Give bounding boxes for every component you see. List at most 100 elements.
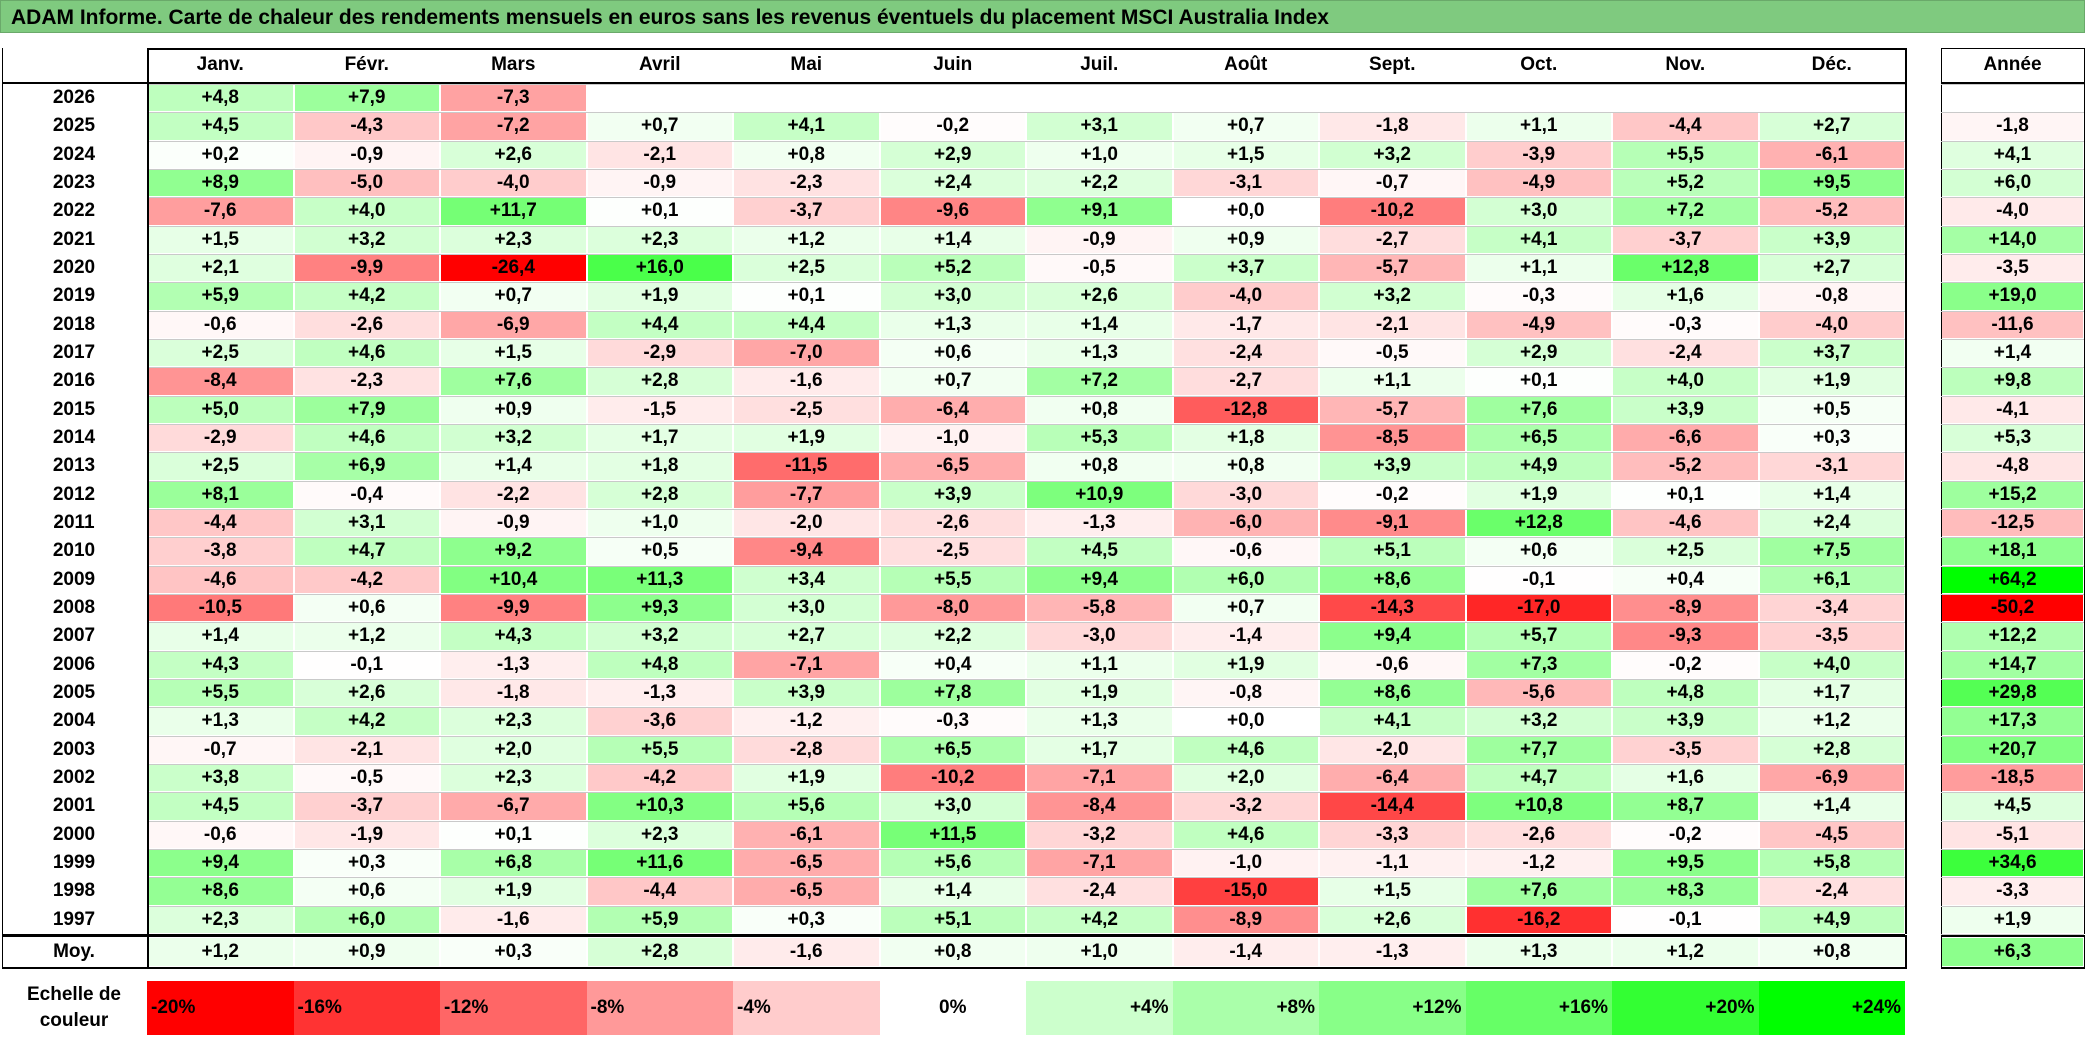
heatmap-cell: +5,9 xyxy=(587,906,732,933)
heatmap-cell: +4,7 xyxy=(294,538,439,565)
heatmap-cell: -3,5 xyxy=(1759,623,1904,650)
annual-cell: -4,8 xyxy=(1942,453,2083,480)
heatmap-cell: +2,6 xyxy=(1027,283,1172,310)
heatmap-cell: +3,7 xyxy=(1173,254,1318,282)
heatmap-cell: +0,1 xyxy=(1613,481,1758,508)
heatmap-cell: +2,3 xyxy=(441,226,586,253)
row-gridline xyxy=(147,565,1905,567)
table-border xyxy=(2,933,1905,936)
heatmap-cell: +0,0 xyxy=(1173,198,1318,225)
heatmap-cell: +9,4 xyxy=(148,849,293,877)
heatmap-cell: -3,9 xyxy=(1466,141,1611,168)
heatmap-cell: +3,1 xyxy=(294,509,439,537)
row-gridline xyxy=(147,707,1905,709)
heatmap-cell: -6,9 xyxy=(1759,764,1904,792)
heatmap-cell: -9,4 xyxy=(734,538,879,565)
annual-cell: +29,8 xyxy=(1942,679,2083,707)
heatmap-cell: +3,2 xyxy=(1466,708,1611,735)
heatmap-cell: -2,7 xyxy=(1320,226,1465,253)
heatmap-cell: -3,6 xyxy=(587,708,732,735)
annual-cell: -11,6 xyxy=(1942,311,2083,338)
heatmap-cell: +1,1 xyxy=(1466,113,1611,140)
heatmap-cell: -6,9 xyxy=(441,311,586,338)
heatmap-cell: -4,6 xyxy=(1613,509,1758,537)
heatmap-cell: +4,5 xyxy=(148,113,293,140)
heatmap-cell: +2,0 xyxy=(441,736,586,763)
heatmap-cell: +9,2 xyxy=(441,538,586,565)
year-label: 2018 xyxy=(52,313,96,335)
year-label: 2004 xyxy=(52,710,96,732)
heatmap-cell: +0,6 xyxy=(294,594,439,622)
heatmap-cell: +2,6 xyxy=(441,141,586,168)
row-gridline xyxy=(147,282,1905,284)
heatmap-cell: -4,4 xyxy=(587,878,732,905)
year-label: 2024 xyxy=(52,143,96,165)
heatmap-cell: +1,2 xyxy=(294,623,439,650)
heatmap-cell: +6,5 xyxy=(880,736,1025,763)
heatmap-cell: +4,0 xyxy=(1759,651,1904,678)
heatmap-cell: -2,1 xyxy=(587,141,732,168)
heatmap-cell: -3,2 xyxy=(1173,793,1318,820)
heatmap-cell: +4,8 xyxy=(587,651,732,678)
heatmap-cell: +9,5 xyxy=(1613,849,1758,877)
table-border xyxy=(1941,48,2084,49)
heatmap-cell: +4,4 xyxy=(734,311,879,338)
heatmap-cell: +4,2 xyxy=(294,708,439,735)
row-gridline xyxy=(1941,877,2084,879)
heatmap-cell: +16,0 xyxy=(587,254,732,282)
heatmap-cell: -3,4 xyxy=(1759,594,1904,622)
heatmap-cell: +3,9 xyxy=(1759,226,1904,253)
heatmap-cell: +4,0 xyxy=(1613,368,1758,395)
annual-cell: +18,1 xyxy=(1942,538,2083,565)
average-cell: -1,6 xyxy=(734,938,879,966)
row-gridline xyxy=(147,253,1905,255)
row-gridline xyxy=(147,367,1905,369)
heatmap-cell: +0,1 xyxy=(1466,368,1611,395)
heatmap-cell: -0,6 xyxy=(1173,538,1318,565)
heatmap-cell: +1,5 xyxy=(148,226,293,253)
heatmap-cell: +12,8 xyxy=(1466,509,1611,537)
heatmap-cell: +3,8 xyxy=(148,764,293,792)
heatmap-cell: +3,9 xyxy=(1613,708,1758,735)
heatmap-cell: -3,1 xyxy=(1173,169,1318,197)
year-label: 2022 xyxy=(52,200,96,222)
heatmap-cell: -3,7 xyxy=(294,793,439,820)
table-border xyxy=(147,48,1905,50)
annual-cell: +6,0 xyxy=(1942,169,2083,197)
year-label: 2002 xyxy=(52,767,96,789)
heatmap-cell: +2,4 xyxy=(880,169,1025,197)
heatmap-cell: -2,8 xyxy=(734,736,879,763)
annual-cell: +1,9 xyxy=(1942,906,2083,933)
heatmap-cell: -4,4 xyxy=(1613,113,1758,140)
heatmap-cell: +1,4 xyxy=(1027,311,1172,338)
legend-swatch: +24% xyxy=(1758,981,1905,1035)
heatmap-cell: +0,8 xyxy=(734,141,879,168)
row-gridline xyxy=(147,820,1905,822)
heatmap-cell xyxy=(1173,85,1318,112)
heatmap-cell: +0,3 xyxy=(1759,424,1904,452)
heatmap-cell: -0,3 xyxy=(1613,311,1758,338)
heatmap-cell: +4,8 xyxy=(148,85,293,112)
heatmap-cell: -8,9 xyxy=(1613,594,1758,622)
heatmap-cell: +2,7 xyxy=(1759,113,1904,140)
heatmap-cell: +1,3 xyxy=(1027,708,1172,735)
heatmap-cell: +1,4 xyxy=(441,453,586,480)
table-border xyxy=(1941,48,1942,934)
heatmap-cell: +3,9 xyxy=(1613,396,1758,423)
heatmap-cell: -15,0 xyxy=(1173,878,1318,905)
heatmap-cell: +11,5 xyxy=(880,821,1025,848)
heatmap-cell: -2,4 xyxy=(1759,878,1904,905)
annual-cell: +17,3 xyxy=(1942,708,2083,735)
heatmap-cell: +1,9 xyxy=(734,764,879,792)
heatmap-cell xyxy=(1613,85,1758,112)
heatmap-cell: +0,8 xyxy=(1027,396,1172,423)
row-gridline xyxy=(147,225,1905,227)
heatmap-cell: +0,7 xyxy=(1173,594,1318,622)
row-gridline xyxy=(147,650,1905,652)
heatmap-cell: +10,8 xyxy=(1466,793,1611,820)
table-border xyxy=(2084,48,2085,934)
heatmap-cell: +0,9 xyxy=(441,396,586,423)
annual-cell: -4,1 xyxy=(1942,396,2083,423)
heatmap-cell: -16,2 xyxy=(1466,906,1611,933)
heatmap-cell: -1,1 xyxy=(1320,849,1465,877)
